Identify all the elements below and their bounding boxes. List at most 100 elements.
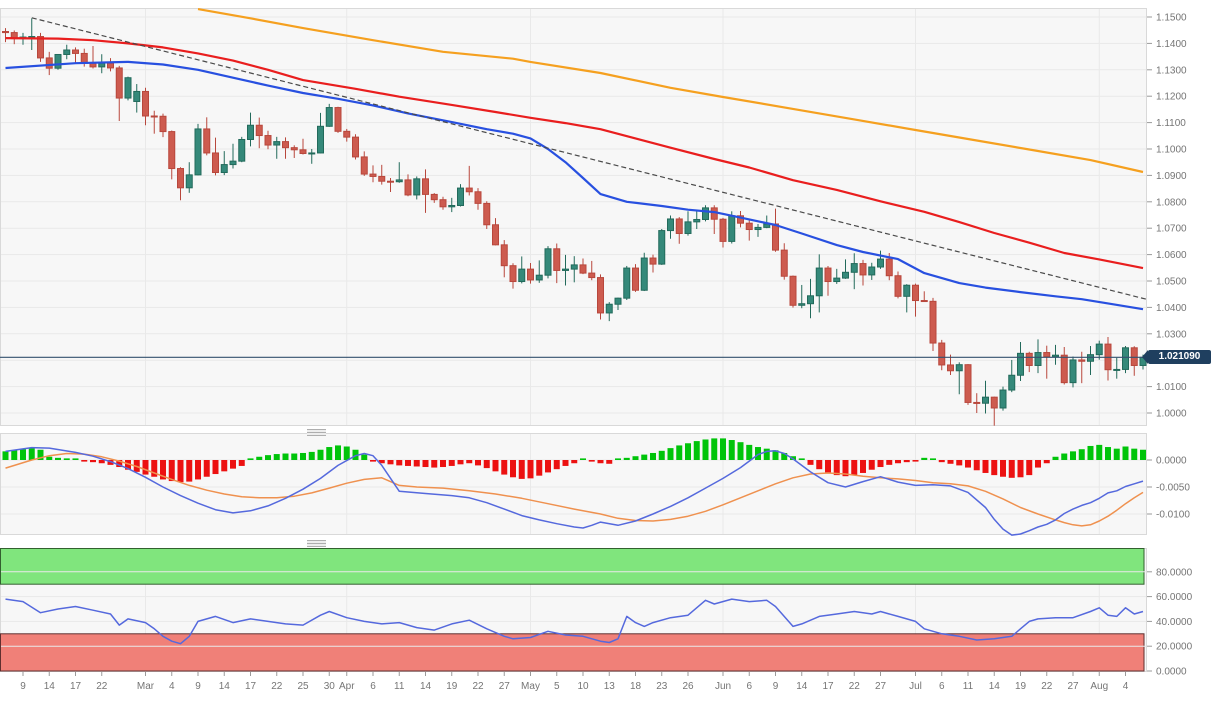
candle [203,128,211,154]
macd-histogram-bar [37,449,44,460]
macd-histogram-bar [273,454,280,460]
price-axis-label: 1.0500 [1156,277,1187,288]
pane-divider-handle[interactable] [307,540,326,547]
candle [107,62,114,69]
candle [842,271,849,279]
time-axis-label: 17 [822,681,834,692]
main-pane [0,8,1147,426]
macd-histogram-bar [1113,448,1120,460]
time-axis-label: 4 [169,681,175,692]
macd-histogram-bar [895,460,901,464]
time-axis-label: 23 [656,681,668,692]
candle [98,62,106,68]
candle [737,215,744,224]
current-price-tag: 1.021090 [1142,350,1211,365]
macd-histogram-bar [63,458,70,460]
price-axis-label: 1.0800 [1156,197,1187,208]
candle [518,268,526,283]
candle [938,342,946,366]
candle [378,175,386,182]
candle [465,187,473,193]
time-axis-label: 14 [219,681,231,692]
rsi-oversold-band [0,633,1145,672]
sma-mid-line [5,37,1144,270]
candle [133,90,141,102]
candle [632,267,639,291]
candle [115,67,123,99]
macd-histogram-bar [72,458,79,460]
candle [422,178,429,195]
candle [1025,352,1033,366]
macd-histogram-bar [807,460,814,465]
macd-histogram-bar [868,460,875,470]
macd-histogram-bar [90,460,96,463]
time-axis-label: 19 [1015,681,1027,692]
candle [290,147,298,151]
macd-histogram-bar [693,441,700,460]
macd-histogram-bar [466,460,473,464]
candle [597,277,604,314]
candle [124,77,132,99]
macd-histogram-bar [352,449,359,460]
macd-histogram-bar [492,460,499,472]
macd-histogram-bar [256,456,263,460]
candle [1069,359,1077,384]
candle [430,193,438,201]
macd-histogram-bar [930,458,936,460]
macd-axis-label: 0.0000 [1156,456,1187,467]
candle [1095,343,1103,356]
candle [544,248,552,276]
price-axis-label: 1.0100 [1156,382,1187,393]
time-axis-label: 14 [796,681,808,692]
candle [579,264,587,274]
time-axis-label: 11 [394,681,405,692]
time-axis-label: 22 [849,681,861,692]
candle [1008,374,1016,391]
candle [982,396,989,404]
macd-histogram-bar [702,439,709,460]
time-axis-label: 6 [939,681,945,692]
macd-histogram-bar [580,458,586,460]
pane-divider-handle[interactable] [307,429,326,436]
candle [177,168,184,189]
candle [334,107,342,132]
macd-histogram-bar [177,460,184,483]
macd-histogram-bar [378,460,385,464]
candle [903,284,911,297]
macd-histogram-bar [1131,448,1138,460]
price-axis-label: 1.1500 [1156,13,1187,24]
time-axis-label: 6 [370,681,376,692]
macd-histogram-bar [1000,460,1006,477]
macd-histogram-bar [676,445,683,460]
macd-histogram-bar [151,460,158,477]
macd-histogram-bar [763,448,770,460]
macd-histogram-bar [308,451,315,460]
candle [37,36,44,59]
macd-histogram-bar [798,458,805,460]
candle [264,135,272,146]
candle [212,152,219,173]
macd-histogram-bar [1105,447,1111,460]
candle [229,160,237,166]
candle [343,130,351,138]
candle [955,364,963,372]
candle [360,156,368,175]
candle [999,389,1007,409]
time-axis-label: 22 [96,681,108,692]
macd-histogram-bar [685,443,691,460]
time-axis-label: 17 [70,681,82,692]
candle [1122,347,1129,370]
price-axis-label: 1.0000 [1156,409,1187,420]
macd-histogram-bar [1078,449,1085,460]
macd-histogram-bar [501,460,508,475]
time-axis-label: 30 [324,681,336,692]
macd-histogram-bar [142,460,149,475]
macd-histogram-bar [203,460,210,477]
macd-histogram-bar [965,460,971,468]
macd-histogram-bar [107,460,114,465]
macd-histogram-bar [947,460,954,464]
candle [308,152,316,155]
candle [500,244,508,267]
candle [509,265,517,283]
